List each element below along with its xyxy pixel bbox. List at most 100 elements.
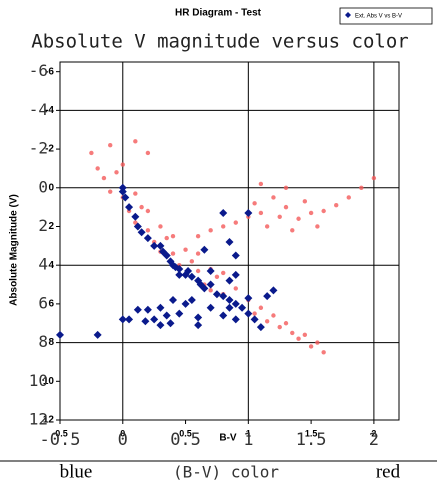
data-point [277,214,282,220]
data-point [264,224,270,229]
data-point [108,143,113,148]
legend-label: Ext. Abs V vs B-V [355,14,402,20]
y-tick-label: -2 [45,144,54,155]
data-point [225,303,234,312]
x-tick-label-overlay: 2 [369,430,379,450]
data-point [145,150,151,156]
data-point [145,208,151,214]
annotation: red [376,461,401,482]
data-point [231,270,240,279]
y-tick-label: 6 [48,299,54,310]
data-point [108,189,113,194]
data-point [170,233,176,239]
data-point [150,315,159,324]
data-point [133,305,142,314]
y-tick-label-overlay: -6 [29,61,48,80]
x-tick-label-overlay: 1 [243,430,253,450]
data-point [56,330,64,339]
y-tick-label-overlay: 2 [38,216,48,235]
data-point [258,305,264,310]
data-point [93,330,102,339]
data-point [137,228,146,237]
data-point [308,210,314,216]
data-point [156,241,165,250]
y-tick-label-overlay: 12 [29,410,48,429]
data-point [133,139,138,144]
data-point [290,330,295,336]
y-tick-label: 2 [48,221,54,232]
data-point [162,251,171,260]
y-tick-label: 8 [48,337,54,348]
data-point [283,321,289,326]
y-tick-label: 12 [43,415,55,426]
data-point [195,251,201,256]
chart-title: HR Diagram - Test [175,8,262,19]
data-point [125,203,134,212]
data-point [156,321,165,330]
data-point [264,319,270,324]
data-point [321,208,326,214]
data-point [133,191,138,196]
y-tick-label-overlay: 8 [38,332,48,351]
data-point [141,317,150,326]
data-point [225,276,234,285]
y-tick-label-overlay: 6 [38,293,48,312]
data-point [283,204,289,210]
y-tick-label: 0 [48,182,54,193]
data-point [208,288,213,293]
legend-box [339,7,433,25]
annotation: blue [60,461,93,482]
x-tick-label-overlay: 0 [118,430,128,450]
x-tick-label: 2 [371,428,376,438]
data-point [194,313,203,322]
y-tick-label: -6 [45,66,54,77]
y-tick-label-overlay: 0 [38,177,48,196]
data-point [118,315,127,324]
data-point [195,268,201,274]
data-point [194,321,203,330]
data-point [181,299,190,308]
data-point [114,170,119,175]
data-point [252,201,257,206]
data-point [244,294,253,303]
data-point [89,150,94,156]
data-point [95,166,100,171]
data-point [219,292,228,301]
data-point [231,299,240,308]
data-point [133,220,138,225]
data-point [143,234,152,243]
data-point [158,224,163,229]
data-point [233,220,238,225]
data-point [121,193,130,202]
data-point [302,332,308,338]
data-point [175,270,184,279]
data-point [187,272,196,281]
data-point [120,162,125,167]
data-point [271,313,276,318]
data-point [189,259,195,264]
data-point [269,286,278,295]
data-point [296,216,301,221]
data-point [183,247,188,252]
data-point [244,309,253,318]
y-tick-label-overlay: -2 [29,139,48,158]
x-tick-label-overlay: -0.5 [40,430,81,450]
y-tick-label: 4 [48,260,54,271]
data-point [315,340,320,345]
data-point [225,237,234,246]
data-point [258,210,264,216]
data-point [145,228,151,233]
data-point [169,296,177,305]
data-point [200,284,209,293]
data-point [256,323,265,332]
data-point [346,195,351,200]
y-tick-label-overlay: -4 [29,100,48,119]
data-point [212,290,221,299]
data-point [195,233,201,239]
data-point [302,199,308,204]
data-point [164,235,169,241]
data-point [315,224,320,229]
data-point [231,315,240,324]
data-point [334,203,339,208]
x-tick-label: 1 [246,428,251,438]
